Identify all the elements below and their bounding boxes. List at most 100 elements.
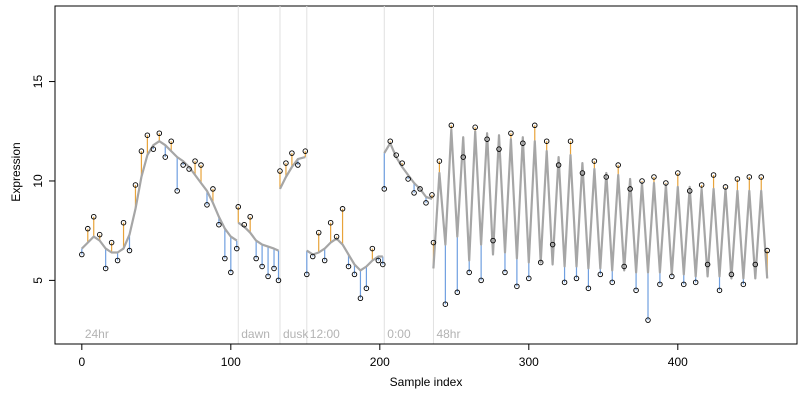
data-point xyxy=(381,186,388,192)
data-point xyxy=(442,301,449,307)
data-point xyxy=(740,281,747,288)
data-point xyxy=(369,245,376,252)
x-tick-label: 300 xyxy=(519,355,539,369)
data-point xyxy=(460,154,466,160)
data-point xyxy=(399,160,405,166)
data-point xyxy=(198,162,204,168)
data-point xyxy=(180,162,186,168)
data-point xyxy=(537,259,544,266)
data-point xyxy=(132,182,139,188)
data-point xyxy=(710,172,717,178)
data-point xyxy=(555,162,562,168)
data-point xyxy=(448,122,455,129)
data-point xyxy=(321,257,328,264)
data-point xyxy=(174,188,180,194)
x-axis-title: Sample index xyxy=(390,375,463,389)
data-point xyxy=(387,138,393,144)
data-point xyxy=(405,176,411,182)
data-point xyxy=(686,188,693,194)
y-tick-label: 5 xyxy=(31,277,45,284)
data-point xyxy=(764,247,770,254)
period-labels: 24hr dawn dusk 12:00 0:00 48hr xyxy=(85,327,461,341)
data-point xyxy=(561,279,568,286)
period-label: dusk xyxy=(283,327,309,341)
data-point xyxy=(429,192,435,198)
data-point xyxy=(114,257,121,264)
fit-line xyxy=(432,128,769,280)
data-point xyxy=(663,180,669,186)
data-point xyxy=(375,257,382,264)
y-tick-label: 15 xyxy=(31,75,45,89)
y-tick-label: 10 xyxy=(31,174,45,188)
data-point xyxy=(168,138,174,144)
observed-points xyxy=(79,122,770,323)
fit-line xyxy=(279,156,306,190)
data-point xyxy=(758,174,764,180)
data-point xyxy=(234,245,240,252)
data-point xyxy=(508,130,514,136)
data-point xyxy=(752,261,759,268)
fit-line xyxy=(306,237,383,272)
data-point xyxy=(271,265,277,272)
data-point xyxy=(520,140,526,146)
data-point xyxy=(327,219,334,226)
data-point xyxy=(79,251,85,258)
data-point xyxy=(454,289,461,296)
data-point xyxy=(283,160,289,166)
data-point xyxy=(675,170,681,176)
y-axis: 5 10 15 xyxy=(31,75,56,284)
data-point xyxy=(235,204,242,210)
data-point xyxy=(120,219,127,226)
data-point xyxy=(108,239,115,246)
data-point xyxy=(259,263,265,270)
period-label: 12:00 xyxy=(310,327,340,341)
data-point xyxy=(627,186,633,192)
data-point xyxy=(277,168,283,174)
data-point xyxy=(704,261,711,268)
data-point xyxy=(315,229,322,236)
plot-frame xyxy=(54,5,798,345)
data-point xyxy=(192,158,198,164)
data-point xyxy=(490,237,496,244)
data-point xyxy=(591,158,598,164)
data-point xyxy=(436,158,443,164)
data-point xyxy=(681,281,687,288)
data-point xyxy=(304,271,310,278)
data-point xyxy=(597,271,604,278)
data-point xyxy=(484,136,490,142)
period-label: 48hr xyxy=(436,327,460,341)
data-point xyxy=(138,148,145,154)
data-point xyxy=(265,273,271,280)
data-point xyxy=(289,150,295,156)
data-point xyxy=(633,287,639,294)
data-point xyxy=(514,283,520,290)
data-point xyxy=(573,275,580,282)
x-tick-label: 400 xyxy=(668,355,688,369)
fit-lines xyxy=(81,128,769,280)
data-point xyxy=(478,277,484,284)
data-point xyxy=(186,166,192,172)
data-point xyxy=(310,253,316,260)
data-point xyxy=(90,214,97,220)
y-axis-title: Expression xyxy=(9,142,23,201)
data-point xyxy=(585,285,592,292)
data-point xyxy=(241,221,247,228)
data-point xyxy=(651,174,657,180)
data-point xyxy=(746,174,753,180)
x-tick-label: 200 xyxy=(370,355,390,369)
period-label: 0:00 xyxy=(387,327,411,341)
data-point xyxy=(728,271,735,278)
data-point xyxy=(162,154,169,160)
data-point xyxy=(669,273,675,280)
data-point xyxy=(144,132,151,138)
data-point xyxy=(734,176,741,182)
data-point xyxy=(496,146,502,152)
data-point xyxy=(126,247,133,254)
data-point xyxy=(247,214,253,220)
data-point xyxy=(692,279,699,286)
data-point xyxy=(345,263,352,270)
data-point xyxy=(423,200,429,206)
data-point xyxy=(716,287,723,294)
data-point xyxy=(216,221,222,228)
